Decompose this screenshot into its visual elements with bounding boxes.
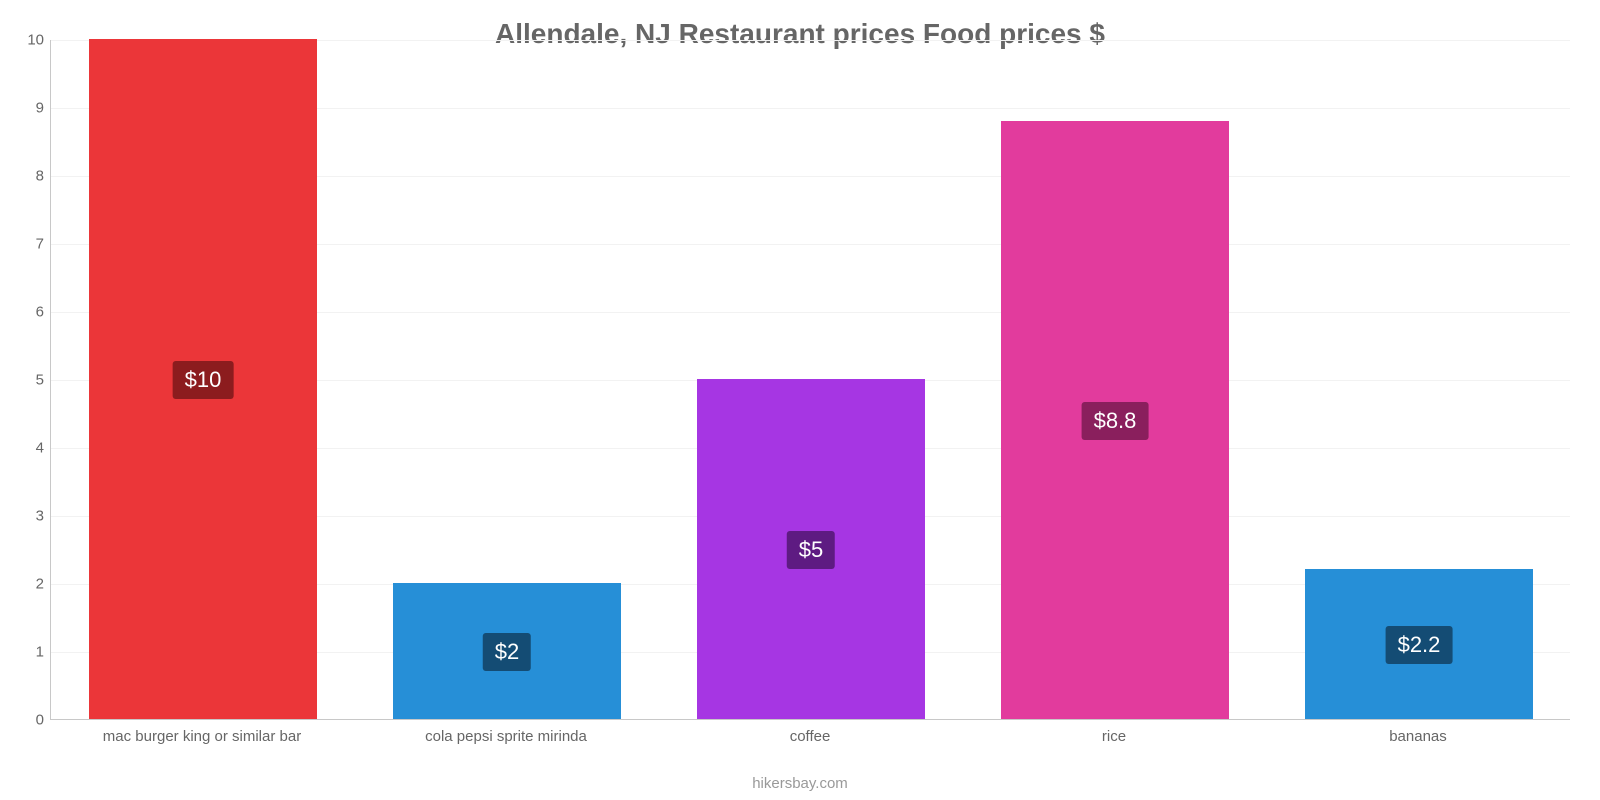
- y-tick-label: 7: [4, 236, 44, 253]
- chart-container: Allendale, NJ Restaurant prices Food pri…: [0, 0, 1600, 800]
- bar-value-label: $5: [787, 531, 835, 569]
- x-category-label: rice: [1102, 728, 1126, 745]
- x-category-label: coffee: [790, 728, 831, 745]
- x-category-label: cola pepsi sprite mirinda: [425, 728, 587, 745]
- y-tick-label: 9: [4, 100, 44, 117]
- chart-credit: hikersbay.com: [0, 775, 1600, 792]
- x-category-label: bananas: [1389, 728, 1447, 745]
- plot-area: $10 $2 $5 $8.8 $2.2: [50, 40, 1570, 720]
- bar-value-label: $10: [173, 361, 234, 399]
- bar-value-label: $2: [483, 633, 531, 671]
- y-tick-label: 4: [4, 440, 44, 457]
- y-tick-label: 10: [4, 32, 44, 49]
- x-category-label: mac burger king or similar bar: [103, 728, 301, 745]
- y-tick-label: 0: [4, 712, 44, 729]
- bar-value-label: $8.8: [1082, 402, 1149, 440]
- y-tick-label: 5: [4, 372, 44, 389]
- y-tick-label: 1: [4, 644, 44, 661]
- y-tick-label: 3: [4, 508, 44, 525]
- y-tick-label: 6: [4, 304, 44, 321]
- y-tick-label: 2: [4, 576, 44, 593]
- bar-value-label: $2.2: [1386, 626, 1453, 664]
- y-tick-label: 8: [4, 168, 44, 185]
